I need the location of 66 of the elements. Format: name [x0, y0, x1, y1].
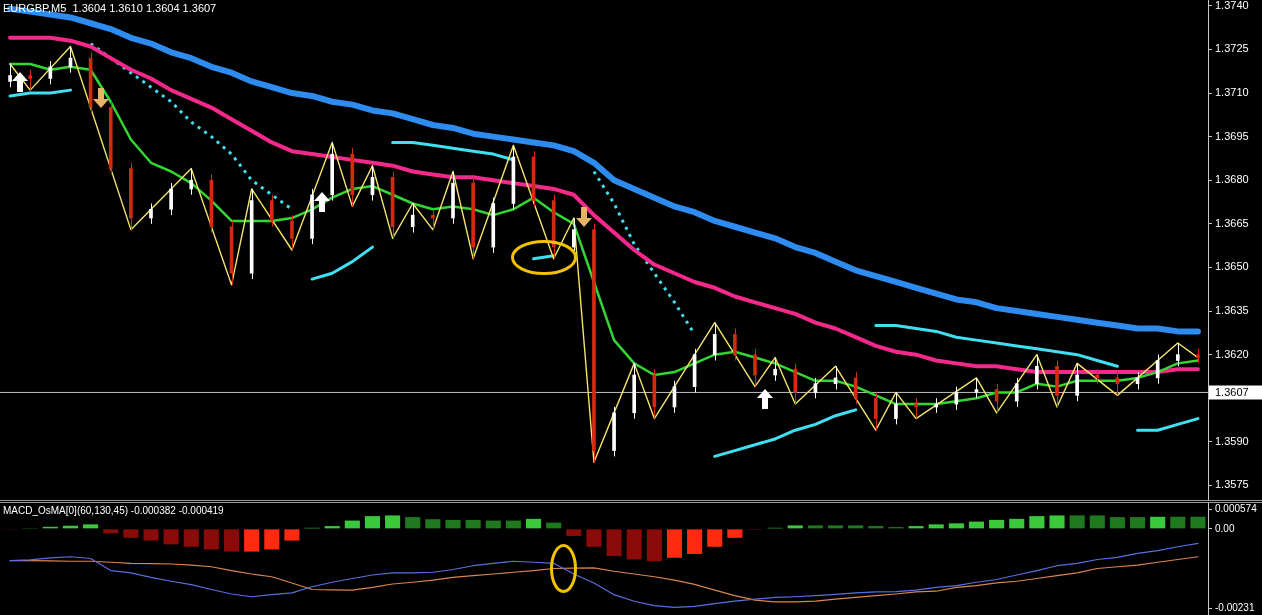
bar [928, 524, 944, 529]
chart-title: EURGBP,M5 1.3604 1.3610 1.3604 1.3607 [3, 1, 217, 14]
y-tick-label: 1.3695 [1215, 129, 1249, 142]
bar [687, 529, 703, 554]
y-tick-label: 1.3575 [1215, 478, 1249, 491]
bar [525, 518, 542, 529]
bar [143, 529, 159, 541]
bar [1150, 516, 1166, 529]
bar [1089, 515, 1105, 529]
bar [485, 520, 501, 529]
y-tick-label: 1.3590 [1215, 434, 1249, 447]
bar [445, 519, 461, 529]
y-tick-label: 1.3710 [1215, 86, 1249, 99]
y-tick-label: 1.3740 [1215, 0, 1249, 11]
bar [385, 515, 401, 529]
chart-title: MACD_OsMA[0](60,130,45) -0.000382 -0.000419 [3, 504, 225, 516]
bar [163, 529, 179, 545]
y-tick-label: 1.3635 [1215, 304, 1249, 317]
y-tick-label: 1.3665 [1215, 216, 1249, 229]
bar [1129, 517, 1146, 529]
bar [405, 517, 421, 529]
bar [827, 525, 844, 529]
bar [1170, 516, 1186, 529]
y-tick-label: 1.3725 [1215, 42, 1249, 55]
bar [505, 520, 521, 529]
bar [103, 529, 119, 534]
bar [727, 529, 743, 538]
bar [848, 525, 864, 529]
bar [1069, 515, 1085, 529]
bar [1109, 517, 1125, 529]
bar [344, 520, 360, 529]
candlestick [28, 69, 33, 91]
bar [1029, 516, 1045, 529]
bar [1190, 516, 1206, 529]
bar [465, 519, 481, 529]
y-tick-label: 1.3680 [1215, 173, 1249, 186]
bar [948, 523, 964, 529]
bar [425, 519, 441, 529]
y-tick-label: 0.00 [1215, 522, 1235, 534]
bar [606, 529, 622, 557]
bar [566, 529, 582, 537]
bar [586, 529, 602, 547]
bar [364, 516, 381, 529]
bar [123, 529, 139, 538]
candlestick [1196, 348, 1200, 364]
y-tick-label: -0.00231 [1215, 602, 1255, 614]
bar [787, 525, 803, 529]
bar [264, 529, 280, 550]
bar [183, 529, 199, 547]
bar [83, 524, 99, 529]
ref-line-label: 1.3607 [1215, 385, 1249, 398]
y-tick-label: 1.3650 [1215, 260, 1249, 273]
bar [1049, 515, 1065, 529]
bar [707, 529, 723, 547]
bar [1009, 518, 1025, 529]
bar [244, 529, 260, 552]
y-tick-label: 1.3620 [1215, 347, 1249, 360]
y-tick-label: 0.000574 [1215, 502, 1258, 514]
bar [646, 529, 662, 562]
bar [989, 519, 1005, 529]
bar [807, 525, 823, 529]
bar [223, 529, 240, 552]
bar [203, 529, 219, 550]
bar [626, 529, 642, 560]
bar [666, 529, 683, 558]
bar [284, 529, 300, 541]
